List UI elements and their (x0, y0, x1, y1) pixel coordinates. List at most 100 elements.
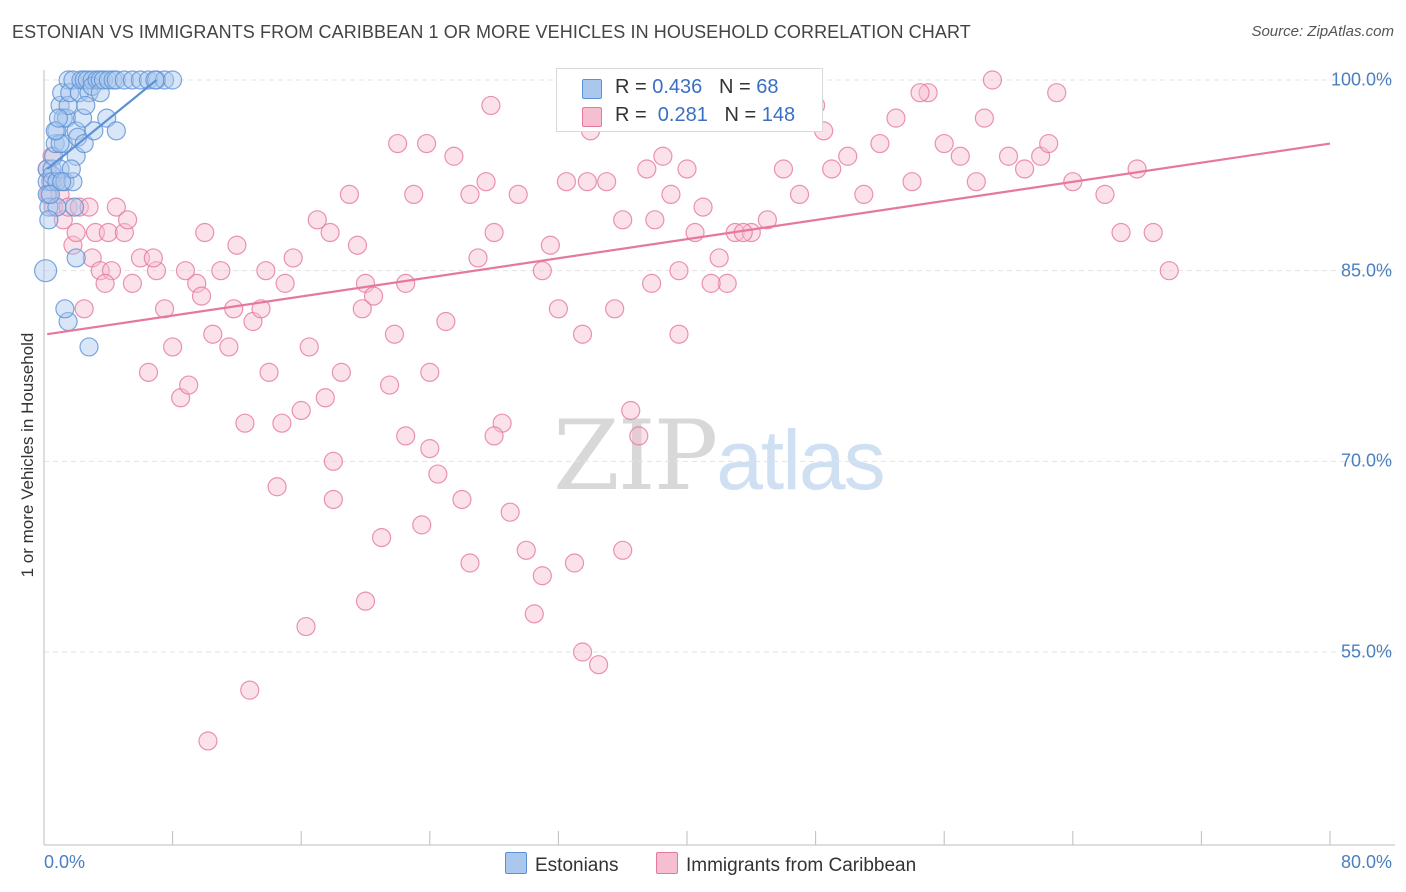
data-point (500, 502, 520, 522)
data-point (1111, 222, 1131, 243)
data-point (621, 400, 641, 421)
estonians-legend-swatch (505, 852, 527, 874)
data-point (224, 299, 244, 319)
data-point (1127, 159, 1147, 179)
data-point (256, 261, 276, 281)
data-point (272, 413, 292, 433)
estonians-swatch (582, 79, 602, 99)
data-point (98, 70, 118, 90)
data-point (114, 222, 134, 243)
data-point (90, 261, 110, 281)
data-point (267, 477, 287, 497)
data-point (138, 70, 159, 90)
data-point (259, 362, 279, 382)
n-value: 68 (756, 76, 779, 98)
data-point (106, 70, 126, 90)
data-point (79, 337, 99, 357)
legend-label: Immigrants from Caribbean (686, 855, 917, 876)
data-point (163, 337, 183, 357)
data-point (60, 83, 80, 103)
data-point (420, 362, 440, 382)
data-point (910, 83, 930, 103)
data-point (63, 235, 83, 255)
data-point (106, 197, 126, 217)
data-point (45, 121, 65, 141)
data-point (789, 184, 810, 204)
data-point (275, 273, 295, 293)
data-point (106, 121, 126, 141)
data-point (870, 133, 890, 154)
data-point (198, 731, 218, 751)
data-point (315, 388, 335, 408)
data-point (72, 108, 93, 128)
data-point (143, 248, 163, 268)
data-point (98, 222, 118, 243)
data-point (331, 362, 351, 382)
data-point (371, 527, 392, 548)
data-point (577, 172, 597, 192)
data-point (122, 70, 143, 90)
data-point (709, 248, 729, 268)
data-point (117, 210, 138, 230)
data-point (296, 616, 316, 637)
data-point (320, 222, 340, 243)
data-point (613, 540, 633, 560)
data-point (79, 197, 99, 217)
data-point (540, 235, 560, 255)
data-point (484, 426, 504, 446)
data-point (1143, 222, 1163, 243)
data-point (323, 451, 343, 471)
data-point (384, 324, 405, 344)
data-point (355, 591, 376, 611)
data-point (476, 172, 496, 192)
data-point (1047, 83, 1067, 103)
data-point (251, 299, 271, 319)
data-point (532, 566, 552, 586)
data-point (191, 286, 212, 306)
data-point (380, 375, 400, 395)
data-point (588, 655, 609, 675)
legend-item-caribbean[interactable]: Immigrants from Caribbean (656, 852, 916, 877)
data-point (548, 299, 569, 319)
data-point (886, 108, 906, 128)
data-point (613, 210, 633, 230)
data-point (693, 197, 713, 217)
data-point (227, 235, 247, 255)
data-point (653, 146, 673, 166)
data-point (966, 172, 986, 192)
data-point (645, 210, 665, 230)
data-point (524, 604, 544, 624)
data-point (235, 413, 255, 433)
data-point (396, 273, 416, 293)
legend-item-estonians[interactable]: Estonians (505, 852, 618, 877)
data-point (283, 248, 303, 268)
chart-title: ESTONIAN VS IMMIGRANTS FROM CARIBBEAN 1 … (12, 22, 971, 42)
data-point (661, 184, 681, 204)
data-point (444, 146, 464, 166)
data-point (64, 197, 85, 217)
data-points (34, 70, 1179, 751)
trend-lines (46, 79, 1331, 336)
data-point (950, 146, 970, 166)
data-point (508, 184, 528, 204)
data-point (363, 286, 384, 306)
data-point (74, 299, 94, 319)
data-point (669, 261, 689, 281)
data-point (40, 184, 61, 204)
data-point (974, 108, 994, 128)
data-point (66, 222, 86, 243)
axes (43, 70, 1395, 846)
data-point (58, 197, 78, 217)
data-point (74, 133, 94, 154)
data-point (452, 489, 472, 510)
data-point (605, 299, 625, 319)
data-point (516, 540, 536, 560)
data-point (97, 108, 117, 128)
data-point (163, 70, 183, 90)
trend-line (47, 142, 1331, 336)
data-point (677, 159, 697, 179)
data-point (50, 133, 70, 154)
r-value: 0.436 (652, 76, 703, 98)
data-point (484, 222, 504, 243)
